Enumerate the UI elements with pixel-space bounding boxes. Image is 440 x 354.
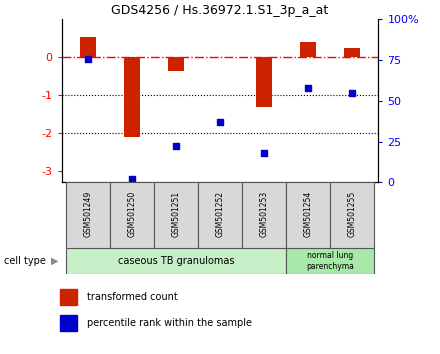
Point bbox=[84, 56, 92, 61]
Text: GSM501251: GSM501251 bbox=[172, 191, 180, 237]
Bar bbox=[330, 182, 374, 248]
Point bbox=[260, 150, 268, 156]
Text: cell type: cell type bbox=[4, 256, 46, 266]
Bar bbox=[257, 57, 272, 107]
Text: GSM501253: GSM501253 bbox=[260, 190, 268, 237]
Bar bbox=[154, 182, 198, 248]
Bar bbox=[59, 289, 77, 305]
Bar bbox=[345, 48, 360, 57]
Bar bbox=[242, 182, 286, 248]
Text: GSM501255: GSM501255 bbox=[348, 190, 356, 237]
Text: GSM501250: GSM501250 bbox=[128, 190, 136, 237]
Point bbox=[128, 176, 136, 182]
Point bbox=[172, 144, 180, 149]
Bar bbox=[168, 57, 184, 70]
Text: GSM501249: GSM501249 bbox=[84, 190, 92, 237]
Text: normal lung
parenchyma: normal lung parenchyma bbox=[306, 251, 354, 271]
Text: percentile rank within the sample: percentile rank within the sample bbox=[87, 318, 252, 329]
Bar bbox=[286, 248, 374, 274]
Bar bbox=[301, 42, 316, 57]
Bar bbox=[110, 182, 154, 248]
Bar bbox=[125, 57, 140, 137]
Point bbox=[304, 85, 312, 91]
Text: GSM501252: GSM501252 bbox=[216, 191, 224, 237]
Point bbox=[348, 90, 356, 96]
Text: transformed count: transformed count bbox=[87, 292, 177, 302]
Bar bbox=[81, 36, 96, 57]
Text: ▶: ▶ bbox=[51, 256, 58, 266]
Title: GDS4256 / Hs.36972.1.S1_3p_a_at: GDS4256 / Hs.36972.1.S1_3p_a_at bbox=[111, 4, 329, 17]
Bar bbox=[198, 182, 242, 248]
Text: caseous TB granulomas: caseous TB granulomas bbox=[118, 256, 234, 266]
Text: GSM501254: GSM501254 bbox=[304, 190, 312, 237]
Bar bbox=[66, 248, 286, 274]
Bar bbox=[59, 315, 77, 331]
Bar bbox=[286, 182, 330, 248]
Bar bbox=[66, 182, 110, 248]
Point bbox=[216, 119, 224, 125]
